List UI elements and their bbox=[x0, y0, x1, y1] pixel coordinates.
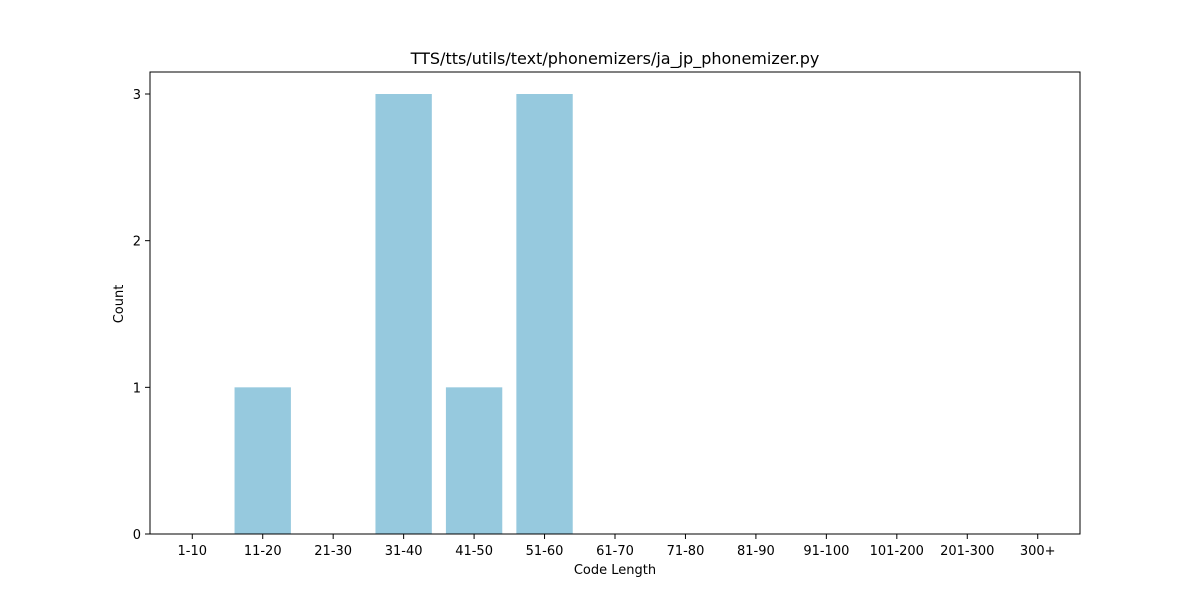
chart-title: TTS/tts/utils/text/phonemizers/ja_jp_pho… bbox=[410, 49, 820, 69]
bar-51-60 bbox=[516, 94, 573, 534]
y-tick-label: 1 bbox=[133, 381, 141, 396]
y-axis-label: Count bbox=[112, 285, 127, 324]
bar-31-40 bbox=[375, 94, 432, 534]
x-tick-label: 1-10 bbox=[178, 544, 208, 559]
y-axis: 0 1 2 3 bbox=[133, 88, 150, 543]
bar-11-20 bbox=[234, 387, 291, 534]
y-tick-label: 0 bbox=[133, 528, 141, 543]
x-tick-label: 91-100 bbox=[803, 544, 849, 559]
x-tick-label: 71-80 bbox=[667, 544, 705, 559]
x-axis: 1-10 11-20 21-30 31-40 41-50 51-60 61-70 71-80 8… bbox=[178, 534, 1056, 559]
x-tick-label: 31-40 bbox=[385, 544, 423, 559]
bars-layer bbox=[234, 94, 573, 534]
bar-41-50 bbox=[445, 387, 503, 534]
x-tick-label: 61-70 bbox=[596, 544, 634, 559]
x-tick-label: 81-90 bbox=[737, 544, 775, 559]
y-tick-label: 3 bbox=[133, 88, 141, 103]
y-tick-label: 2 bbox=[133, 235, 141, 250]
x-tick-label: 21-30 bbox=[314, 544, 352, 559]
x-tick-label: 101-200 bbox=[870, 544, 924, 559]
x-tick-label: 41-50 bbox=[455, 544, 493, 559]
x-tick-label: 11-20 bbox=[244, 544, 282, 559]
x-tick-label: 300+ bbox=[1020, 544, 1056, 559]
x-axis-label: Code Length bbox=[574, 563, 656, 578]
x-tick-label: 51-60 bbox=[526, 544, 564, 559]
x-tick-label: 201-300 bbox=[940, 544, 994, 559]
